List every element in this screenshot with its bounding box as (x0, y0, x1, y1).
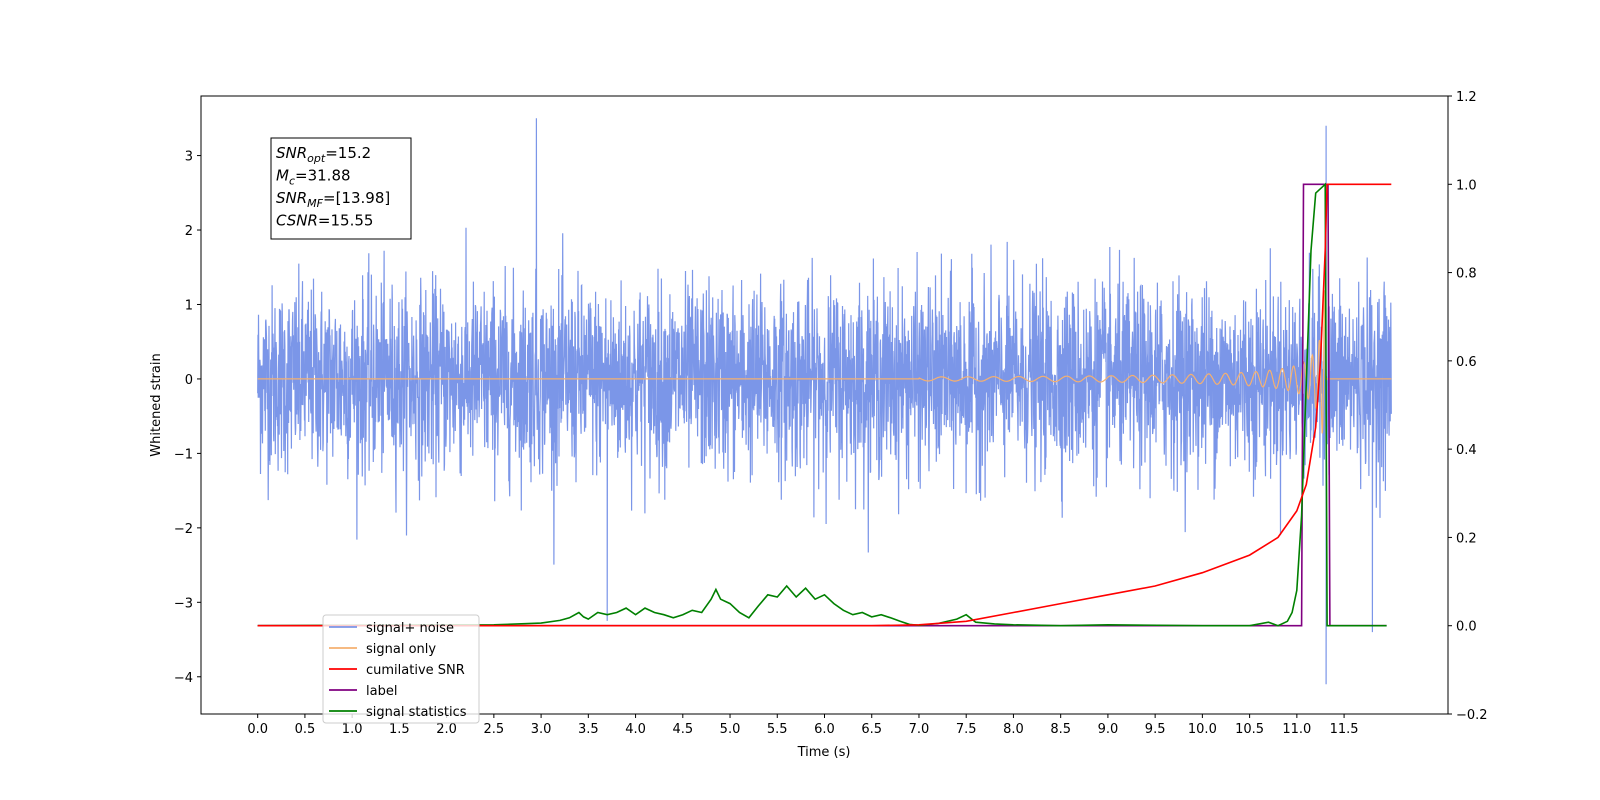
series-cumulative-snr (257, 183, 1392, 627)
x-tick-label: 6.0 (814, 722, 835, 737)
stats-annotation-box: SNRopt=15.2Mc=31.88SNRMF=[13.98]CSNR=15.… (270, 137, 412, 240)
annotation-line: Mc=31.88 (276, 167, 351, 188)
x-tick-label: 11.5 (1330, 722, 1359, 737)
annotation-value: =15.2 (325, 144, 371, 162)
x-tick-label: 10.5 (1235, 722, 1264, 737)
x-tick-label: 9.0 (1098, 722, 1119, 737)
x-tick-label: 5.0 (720, 722, 741, 737)
x-tick-label: 5.5 (767, 722, 788, 737)
annotation-value: =31.88 (295, 167, 351, 185)
x-axis-label: Time (s) (797, 745, 851, 760)
y-left-tick-label: −3 (174, 596, 193, 611)
legend-entry: signal only (366, 642, 436, 657)
y-left-tick-label: −1 (174, 447, 193, 462)
x-tick-label: 8.0 (1003, 722, 1024, 737)
x-tick-label: 7.0 (909, 722, 930, 737)
y-axis-label-left: Whitened strain (149, 353, 164, 456)
x-tick-label: 8.5 (1050, 722, 1071, 737)
legend-frame (322, 614, 480, 724)
x-tick-label: 2.5 (484, 722, 505, 737)
annotation-symbol: CSNR (276, 212, 318, 230)
annotation-subscript: MF (307, 197, 323, 210)
annotation-subscript: opt (307, 152, 326, 165)
x-tick-label: 3.0 (531, 722, 552, 737)
y-left-axis-ticks: 3 2 1 0 −1 −2 −3 −4 (174, 150, 201, 686)
legend-entry: label (366, 684, 397, 699)
x-tick-label: 1.0 (342, 722, 363, 737)
series-signal-only (257, 290, 1392, 434)
series-layer (257, 118, 1392, 685)
legend-entry: signal+ noise (366, 621, 454, 636)
annotation-value: =[13.98] (323, 189, 390, 207)
y-left-tick-label: −2 (174, 522, 193, 537)
y-right-tick-label: 1.0 (1456, 178, 1477, 193)
y-left-tick-label: 3 (185, 150, 193, 165)
y-right-tick-label: 0.6 (1456, 355, 1477, 370)
y-right-tick-label: −0.2 (1456, 708, 1488, 723)
y-left-tick-label: −4 (174, 671, 193, 686)
y-right-axis-ticks: 1.2 1.0 0.8 0.6 0.4 0.2 0.0 −0.2 (1448, 90, 1488, 723)
y-right-tick-label: 0.4 (1456, 443, 1477, 458)
x-tick-label: 10.0 (1188, 722, 1217, 737)
y-right-tick-label: 0.8 (1456, 267, 1477, 282)
legend-entry: cumilative SNR (366, 663, 465, 678)
y-right-tick-label: 0.0 (1456, 620, 1477, 635)
x-tick-label: 9.5 (1145, 722, 1166, 737)
series-signal-statistics (257, 182, 1387, 627)
annotation-symbol: SNR (276, 189, 307, 207)
x-tick-label: 4.5 (672, 722, 693, 737)
annotation-value: =15.55 (318, 212, 374, 230)
annotation-line: SNRopt=15.2 (276, 144, 371, 165)
x-tick-label: 11.0 (1282, 722, 1311, 737)
x-tick-label: 7.5 (956, 722, 977, 737)
x-tick-label: 2.0 (436, 722, 457, 737)
annotation-line: CSNR=15.55 (276, 212, 373, 230)
y-right-tick-label: 1.2 (1456, 90, 1477, 105)
x-tick-label: 0.0 (247, 722, 268, 737)
x-axis-ticks: 0.0 0.5 1.0 1.5 2.0 2.5 3.0 3.5 4.0 4.5 5.0 5.5 6.0 6… (247, 714, 1359, 737)
x-tick-label: 6.5 (861, 722, 882, 737)
y-left-tick-label: 2 (185, 224, 193, 239)
y-left-tick-label: 1 (185, 298, 193, 313)
x-tick-label: 1.5 (389, 722, 410, 737)
series-signal-noise (257, 118, 1392, 685)
annotation-symbol: M (276, 167, 289, 185)
annotation-line: SNRMF=[13.98] (276, 189, 390, 210)
annotation-subscript: c (289, 175, 295, 188)
x-tick-label: 3.5 (578, 722, 599, 737)
y-left-tick-label: 0 (185, 373, 193, 388)
x-tick-label: 4.0 (625, 722, 646, 737)
y-right-tick-label: 0.2 (1456, 531, 1477, 546)
annotation-symbol: SNR (276, 144, 307, 162)
x-tick-label: 0.5 (295, 722, 316, 737)
legend-entry: signal statistics (366, 705, 467, 720)
annotation-frame (270, 137, 412, 240)
legend: signal+ noise signal only cumilative SNR la… (322, 614, 480, 724)
